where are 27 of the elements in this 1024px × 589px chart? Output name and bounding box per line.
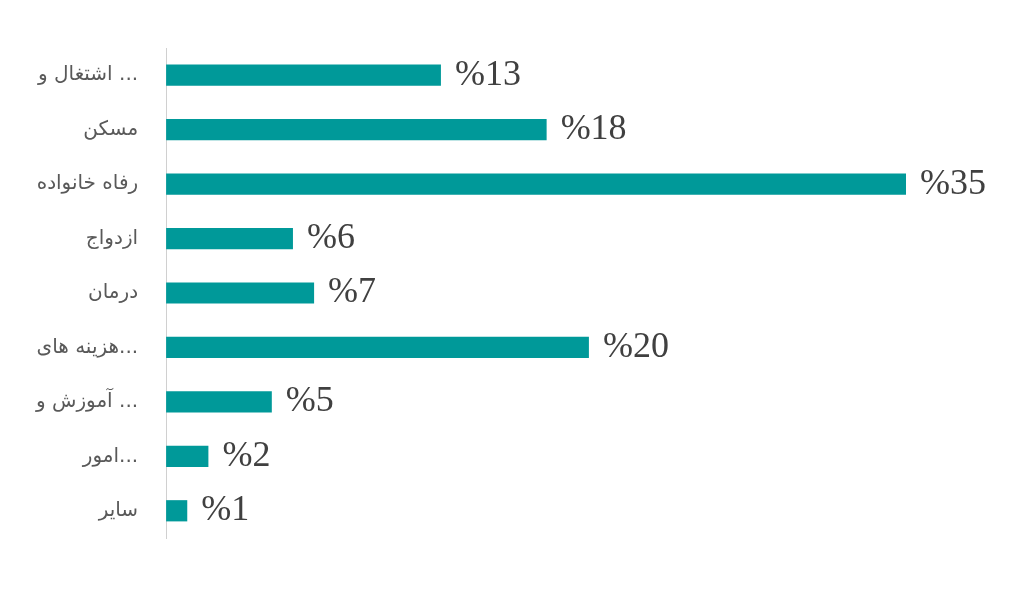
bar	[166, 500, 188, 522]
bar	[166, 64, 441, 86]
data-label: %2	[222, 433, 271, 474]
data-label: %13	[454, 52, 521, 93]
bar	[166, 445, 209, 467]
bar	[166, 336, 589, 359]
data-label: %20	[602, 324, 669, 365]
data-label: %35	[920, 161, 986, 202]
y-tick-label: هزینه های...	[36, 333, 139, 358]
bar	[166, 391, 272, 413]
data-label: %5	[285, 379, 334, 420]
y-tick-label: مسکن	[83, 115, 139, 140]
bar	[166, 282, 315, 304]
bar	[166, 173, 906, 195]
data-label: %18	[560, 107, 627, 148]
y-tick-label: آموزش و ...	[34, 387, 139, 413]
y-tick-label: درمان	[88, 279, 139, 304]
data-label: %7	[328, 270, 377, 311]
bar	[166, 227, 293, 250]
y-tick-label: ازدواج	[85, 224, 139, 249]
bar	[166, 119, 547, 141]
data-label: %1	[201, 488, 250, 529]
y-tick-label: امور...	[81, 442, 139, 467]
data-label: %6	[306, 216, 355, 257]
y-tick-label: رفاه خانواده	[36, 170, 139, 195]
y-tick-label: سایر	[97, 496, 139, 521]
y-tick-label: اشتغال و ...	[37, 61, 139, 86]
